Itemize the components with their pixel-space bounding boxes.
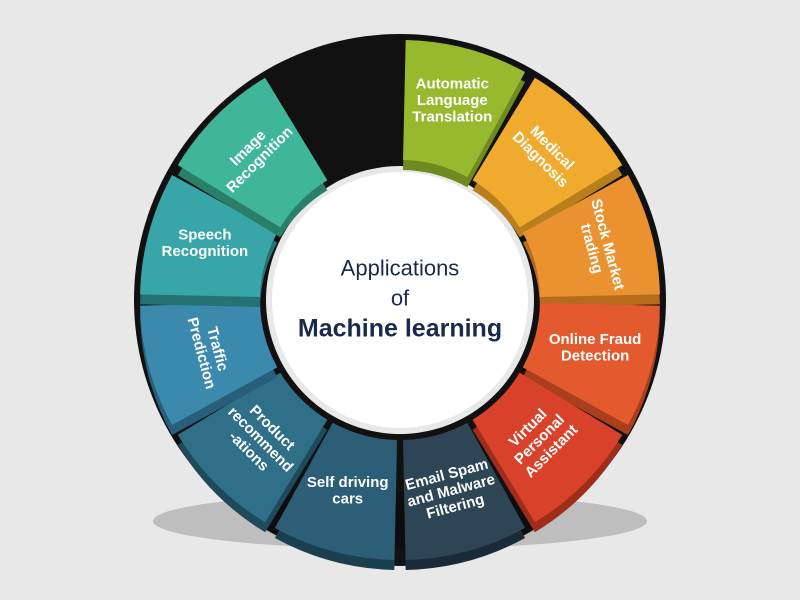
- segment-label: Online FraudDetection: [549, 331, 642, 365]
- center-title: Applications of Machine learning: [280, 253, 520, 346]
- diagram-stage: AutomaticLanguageTranslationMedicalDiagn…: [0, 0, 800, 600]
- segment-label: AutomaticLanguageTranslation: [412, 75, 492, 125]
- center-line1: Applications: [280, 253, 520, 283]
- center-line3: Machine learning: [280, 313, 520, 347]
- center-line2: of: [280, 283, 520, 313]
